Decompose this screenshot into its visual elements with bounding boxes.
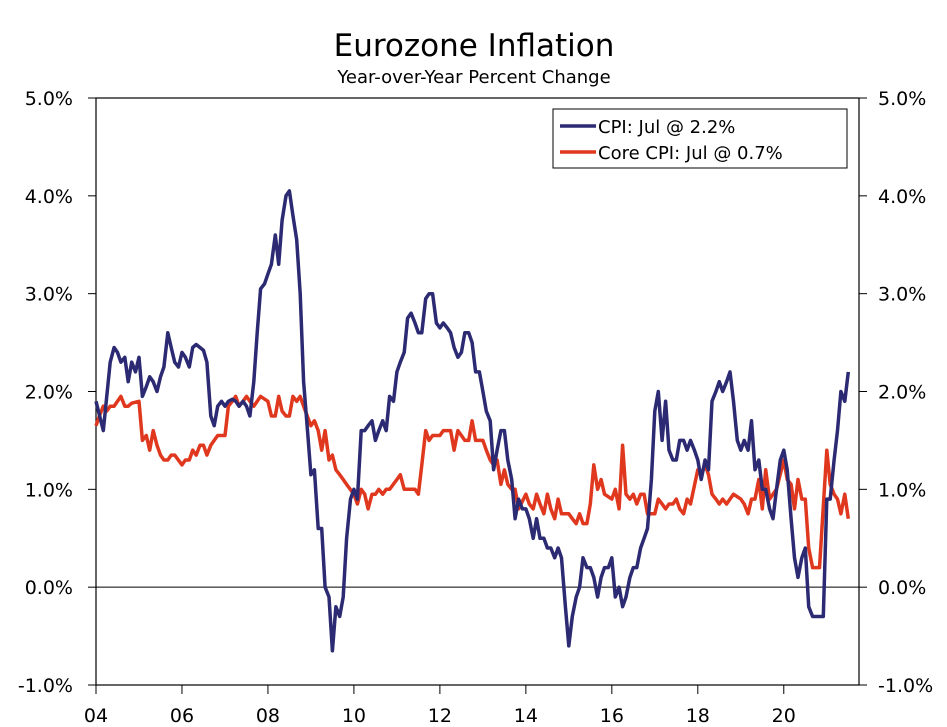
x-tick-label: 10 xyxy=(342,705,366,727)
x-tick-label: 14 xyxy=(514,705,538,727)
y-tick-label-left: -1.0% xyxy=(18,675,73,697)
x-axis: 04 06 08 10 12 14 16 18 20 xyxy=(84,685,796,727)
chart-subtitle: Year-over-Year Percent Change xyxy=(336,67,610,88)
series-lines xyxy=(94,189,859,653)
x-tick-label: 06 xyxy=(170,705,194,727)
x-tick-label: 16 xyxy=(600,705,624,727)
left-y-axis: -1.0% 0.0% 1.0% 2.0% 3.0% 4.0% 5.0% xyxy=(18,88,96,697)
x-tick-label: 08 xyxy=(256,705,280,727)
y-tick-label-left: 5.0% xyxy=(25,88,73,110)
y-tick-label-right: -1.0% xyxy=(878,675,933,697)
chart-title: Eurozone Inflation xyxy=(334,28,615,64)
y-tick-label-right: 4.0% xyxy=(878,186,926,208)
legend-label-core-cpi: Core CPI: Jul @ 0.7% xyxy=(598,143,783,164)
y-tick-label-right: 2.0% xyxy=(878,382,926,404)
legend-box xyxy=(552,108,848,169)
right-y-axis: -1.0% 0.0% 1.0% 2.0% 3.0% 4.0% 5.0% xyxy=(859,88,933,697)
cpi-series-line xyxy=(94,189,851,653)
x-tick-label: 20 xyxy=(772,705,796,727)
x-tick-label: 04 xyxy=(84,705,108,727)
y-tick-label-left: 2.0% xyxy=(25,382,73,404)
y-tick-label-left: 1.0% xyxy=(25,479,73,501)
x-tick-label: 12 xyxy=(428,705,452,727)
y-tick-label-right: 1.0% xyxy=(878,479,926,501)
y-tick-label-left: 0.0% xyxy=(25,577,73,599)
core-cpi-series-line xyxy=(94,394,851,570)
y-tick-label-left: 4.0% xyxy=(25,186,73,208)
legend: CPI: Jul @ 2.2% Core CPI: Jul @ 0.7% xyxy=(552,108,848,169)
y-tick-label-right: 0.0% xyxy=(878,577,926,599)
y-tick-label-left: 3.0% xyxy=(25,284,73,306)
x-tick-label: 18 xyxy=(686,705,710,727)
y-tick-label-right: 3.0% xyxy=(878,284,926,306)
y-tick-label-right: 5.0% xyxy=(878,88,926,110)
legend-label-cpi: CPI: Jul @ 2.2% xyxy=(598,117,735,138)
